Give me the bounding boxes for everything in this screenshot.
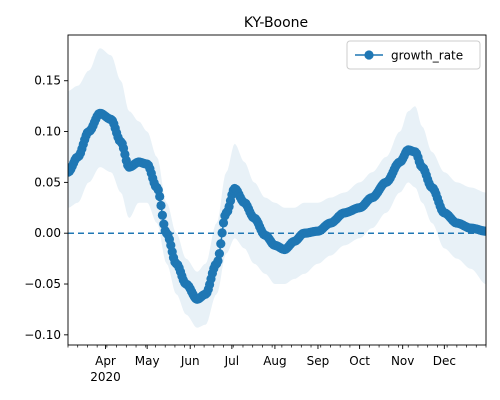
y-tick-label: 0.05 — [34, 175, 61, 189]
x-tick-label: Aug — [263, 354, 286, 368]
y-tick-label: −0.05 — [24, 277, 61, 291]
plot-area — [68, 48, 486, 328]
series-marker — [155, 191, 165, 202]
x-tick-label: Apr — [95, 354, 116, 368]
y-tick-label: 0.00 — [34, 226, 61, 240]
series-marker — [218, 218, 229, 228]
series-marker — [213, 256, 223, 266]
legend-box — [346, 40, 481, 70]
axes: −0.10 −0.05 0.00 0.05 0.10 0.15 Apr May Jun Jul Au… — [24, 34, 487, 384]
x-tick-label: Jul — [224, 354, 239, 368]
chart-title: KY-Boone — [244, 15, 308, 31]
legend-label: growth_rate — [391, 49, 463, 63]
series-marker — [214, 249, 224, 259]
series-marker — [216, 239, 226, 249]
y-tick-label: 0.10 — [34, 125, 61, 139]
x-tick-label: Oct — [349, 354, 370, 368]
series-marker — [156, 200, 166, 211]
y-tick-label: 0.15 — [34, 74, 61, 88]
x-tick-label: Dec — [433, 354, 456, 368]
x-tick-label: Sep — [307, 354, 330, 368]
legend-marker — [364, 50, 374, 60]
x-tick-label: Jun — [180, 354, 200, 368]
y-tick-label: −0.10 — [24, 328, 61, 342]
series-marker — [217, 228, 227, 238]
x-tick-label: Nov — [391, 354, 414, 368]
series-marker — [157, 210, 167, 220]
axes-frame — [67, 34, 487, 346]
series-marker — [481, 226, 486, 236]
x-tick-label: May — [135, 354, 160, 368]
legend: growth_rate — [346, 40, 481, 70]
x-year-label: 2020 — [90, 370, 121, 384]
